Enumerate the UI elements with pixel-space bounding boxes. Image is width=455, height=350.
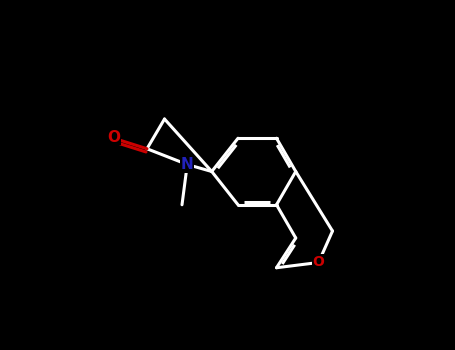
Text: O: O (313, 255, 324, 269)
Text: O: O (107, 130, 120, 145)
Text: N: N (181, 157, 194, 172)
